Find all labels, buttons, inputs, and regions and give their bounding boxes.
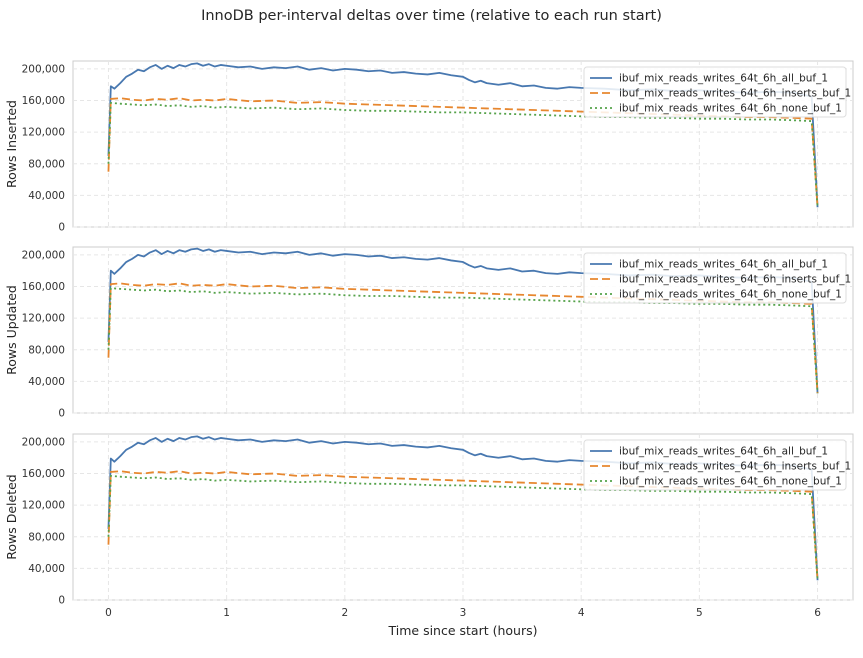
legend: ibuf_mix_reads_writes_64t_6h_all_buf_1ib… (583, 252, 851, 304)
legend: ibuf_mix_reads_writes_64t_6h_all_buf_1ib… (583, 66, 851, 118)
y-tick-label: 120,000 (22, 500, 65, 512)
y-tick-label: 160,000 (22, 95, 65, 107)
panel-3: 0 40,000 80,000 120,000 160,000 200,000 Rows D… (4, 433, 854, 607)
y-tick-label: 80,000 (28, 344, 65, 356)
x-axis-label: Time since start (hours) (388, 623, 538, 638)
series-line-2 (107, 282, 819, 394)
y-tick-label: 120,000 (22, 127, 65, 139)
legend-entry: ibuf_mix_reads_writes_64t_6h_none_buf_1 (619, 103, 842, 115)
y-tick-label: 0 (58, 595, 65, 607)
y-tick-label: 160,000 (22, 281, 65, 293)
legend-entry: ibuf_mix_reads_writes_64t_6h_all_buf_1 (619, 446, 828, 458)
y-tick-label: 80,000 (28, 531, 65, 543)
x-tick-label: 1 (223, 607, 230, 619)
legend-box (583, 439, 847, 491)
y-tick-label: 0 (58, 222, 65, 234)
legend: ibuf_mix_reads_writes_64t_6h_all_buf_1ib… (583, 439, 851, 491)
x-tick-label: 3 (460, 607, 467, 619)
series-line-2 (107, 470, 819, 581)
y-tick-label: 200,000 (22, 249, 65, 261)
x-tick-label: 2 (341, 607, 348, 619)
chart-title: InnoDB per-interval deltas over time (re… (201, 8, 662, 24)
y-axis-label: Rows Updated (4, 285, 19, 375)
y-tick-label: 40,000 (28, 376, 65, 388)
legend-entry: ibuf_mix_reads_writes_64t_6h_inserts_buf… (619, 274, 851, 286)
legend-entry: ibuf_mix_reads_writes_64t_6h_none_buf_1 (619, 289, 842, 301)
x-tick-label: 4 (578, 607, 585, 619)
series-line-3 (107, 287, 819, 394)
y-tick-label: 40,000 (28, 190, 65, 202)
x-tick-label: 5 (696, 607, 703, 619)
y-axis-label: Rows Inserted (4, 100, 19, 188)
legend-entry: ibuf_mix_reads_writes_64t_6h_all_buf_1 (619, 259, 828, 271)
legend-entry: ibuf_mix_reads_writes_64t_6h_none_buf_1 (619, 476, 842, 488)
legend-box (583, 252, 847, 304)
y-tick-label: 80,000 (28, 158, 65, 170)
y-tick-label: 160,000 (22, 468, 65, 480)
series-line-3 (107, 475, 819, 581)
legend-box (583, 66, 847, 118)
y-tick-label: 200,000 (22, 436, 65, 448)
y-axis-label: Rows Deleted (4, 474, 19, 560)
y-tick-label: 0 (58, 408, 65, 420)
panel-2: 0 40,000 80,000 120,000 160,000 200,000 Rows U… (4, 246, 854, 420)
legend-entry: ibuf_mix_reads_writes_64t_6h_inserts_buf… (619, 88, 851, 100)
x-tick-label: 6 (814, 607, 821, 619)
series-line-2 (107, 97, 819, 208)
y-tick-label: 120,000 (22, 313, 65, 325)
panel-1: 0 40,000 80,000 120,000 160,000 200,000 Rows I… (4, 60, 854, 234)
y-tick-label: 40,000 (28, 563, 65, 575)
x-tick-label: 0 (105, 607, 112, 619)
series-line-3 (107, 102, 819, 208)
legend-entry: ibuf_mix_reads_writes_64t_6h_all_buf_1 (619, 73, 828, 85)
legend-entry: ibuf_mix_reads_writes_64t_6h_inserts_buf… (619, 461, 851, 473)
y-tick-label: 200,000 (22, 63, 65, 75)
